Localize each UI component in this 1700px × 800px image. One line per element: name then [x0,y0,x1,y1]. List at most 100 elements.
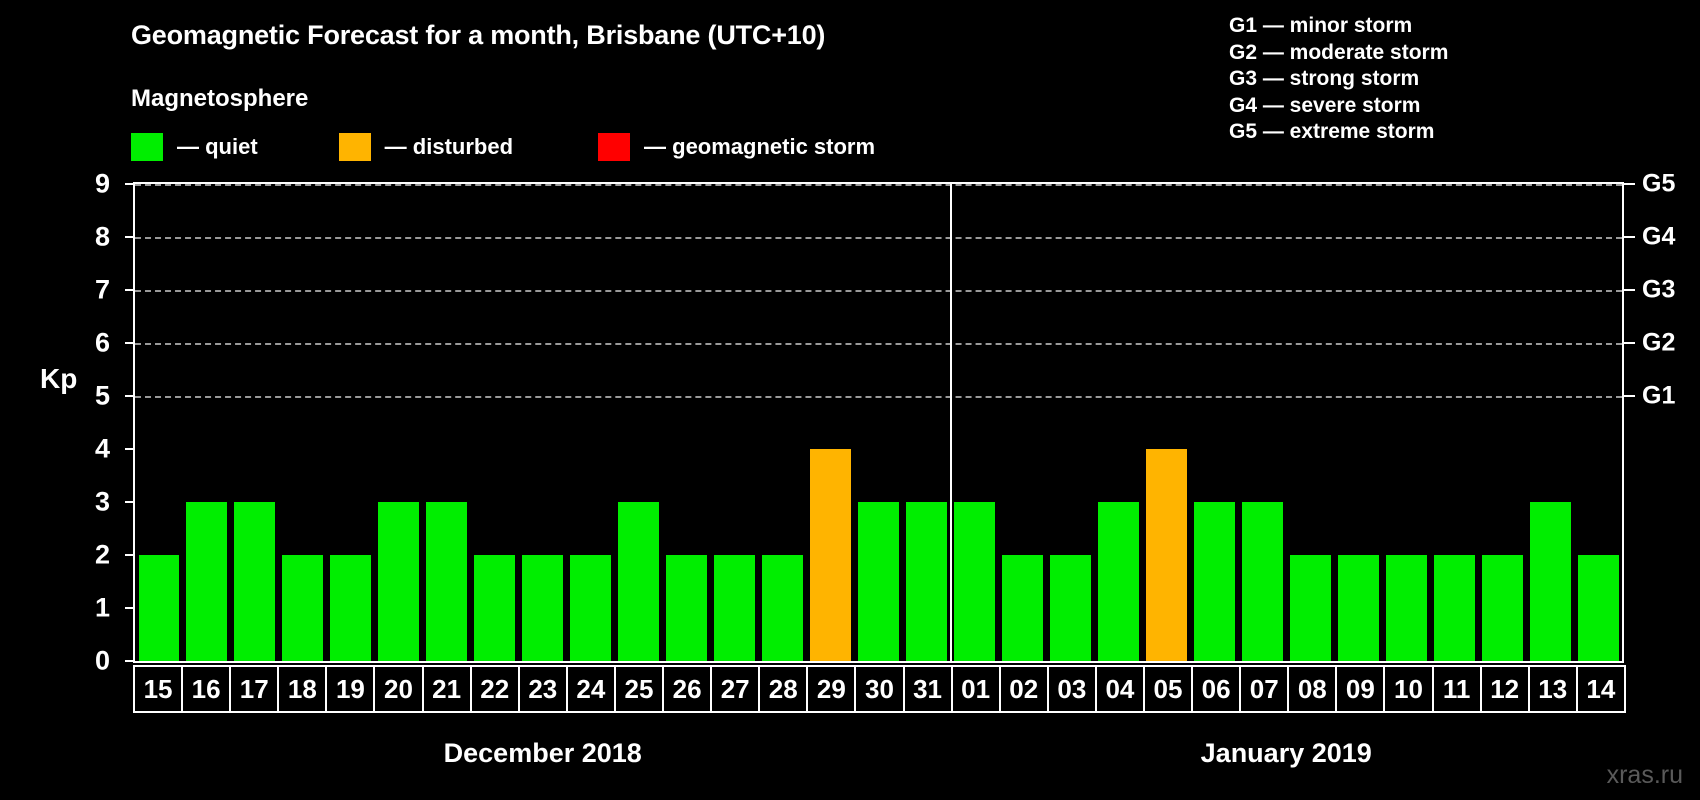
day-label-23[interactable]: 23 [517,665,568,713]
bar-slot[interactable] [519,184,567,661]
bar-day-31[interactable] [906,502,947,661]
y-tick-label-2: 2 [94,539,110,570]
bar-slot[interactable] [567,184,615,661]
day-label-10[interactable]: 10 [1383,665,1434,713]
bar-slot[interactable] [807,184,855,661]
day-label-26[interactable]: 26 [662,665,713,713]
bar-slot[interactable] [471,184,519,661]
bar-slot[interactable] [1334,184,1382,661]
day-label-28[interactable]: 28 [758,665,809,713]
day-label-05[interactable]: 05 [1142,665,1194,713]
bar-day-15[interactable] [138,555,180,661]
bar-day-16[interactable] [186,502,228,661]
day-label-14[interactable]: 14 [1575,665,1626,713]
bar-slot[interactable] [1238,184,1286,661]
bar-day-05[interactable] [1145,449,1187,661]
bar-slot[interactable] [759,184,807,661]
bar-slot[interactable] [375,184,423,661]
bar-day-21[interactable] [426,502,468,661]
bar-slot[interactable] [855,184,903,661]
bar-day-28[interactable] [762,555,804,661]
bar-day-22[interactable] [474,555,516,661]
bar-slot[interactable] [1046,184,1094,661]
bar-day-13[interactable] [1529,502,1571,661]
day-label-30[interactable]: 30 [854,665,905,713]
day-label-13[interactable]: 13 [1527,665,1578,713]
bar-slot[interactable] [1574,184,1622,661]
bar-day-14[interactable] [1577,555,1619,661]
bar-day-30[interactable] [858,502,899,661]
day-label-07[interactable]: 07 [1239,665,1290,713]
bar-day-24[interactable] [570,555,612,661]
bar-slot[interactable] [1430,184,1478,661]
day-label-31[interactable]: 31 [902,665,953,713]
bar-slot[interactable] [183,184,231,661]
day-label-11[interactable]: 11 [1431,665,1482,713]
bar-day-08[interactable] [1289,555,1331,661]
bar-slot[interactable] [950,184,998,661]
day-label-12[interactable]: 12 [1479,665,1530,713]
day-label-19[interactable]: 19 [325,665,376,713]
bar-day-19[interactable] [330,555,372,661]
bar-slot[interactable] [711,184,759,661]
bar-slot[interactable] [903,184,951,661]
day-label-24[interactable]: 24 [565,665,616,713]
bar-slot[interactable] [663,184,711,661]
bar-slot[interactable] [1142,184,1190,661]
day-label-06[interactable]: 06 [1191,665,1242,713]
day-label-21[interactable]: 21 [421,665,472,713]
bar-day-02[interactable] [1001,555,1043,661]
day-label-27[interactable]: 27 [710,665,761,713]
day-label-04[interactable]: 04 [1094,665,1145,713]
bar-slot[interactable] [1382,184,1430,661]
day-label-08[interactable]: 08 [1287,665,1338,713]
bar-day-25[interactable] [618,502,660,661]
bar-day-29[interactable] [810,449,852,661]
g-tick-mark-G1 [1624,395,1635,397]
bar-slot[interactable] [1190,184,1238,661]
day-label-29[interactable]: 29 [806,665,857,713]
bar-slot[interactable] [327,184,375,661]
bar-slot[interactable] [135,184,183,661]
bar-slot[interactable] [998,184,1046,661]
bar-day-09[interactable] [1337,555,1379,661]
day-label-22[interactable]: 22 [469,665,520,713]
bar-slot[interactable] [1526,184,1574,661]
day-label-18[interactable]: 18 [277,665,328,713]
bar-day-07[interactable] [1241,502,1283,661]
day-label-20[interactable]: 20 [373,665,424,713]
bar-day-01[interactable] [953,502,995,661]
bar-slot[interactable] [423,184,471,661]
bar-slot[interactable] [615,184,663,661]
bar-slot[interactable] [279,184,327,661]
gridline-kp-5 [135,396,1622,398]
bar-day-12[interactable] [1481,555,1523,661]
bar-slot[interactable] [1286,184,1334,661]
y-tick-label-8: 8 [94,221,110,252]
bar-day-23[interactable] [522,555,564,661]
bar-day-06[interactable] [1193,502,1235,661]
bar-day-20[interactable] [378,502,420,661]
bar-day-18[interactable] [282,555,324,661]
day-label-01[interactable]: 01 [950,665,1001,713]
y-tick-mark-9 [125,183,135,185]
bar-slot[interactable] [1478,184,1526,661]
bar-day-11[interactable] [1433,555,1475,661]
day-label-15[interactable]: 15 [133,665,184,713]
y-tick-label-3: 3 [94,486,110,517]
day-label-17[interactable]: 17 [229,665,280,713]
bar-day-26[interactable] [666,555,708,661]
g-tick-label-G4: G4 [1642,222,1676,251]
bar-day-03[interactable] [1049,555,1091,661]
day-label-25[interactable]: 25 [613,665,665,713]
bar-slot[interactable] [231,184,279,661]
bar-day-10[interactable] [1385,555,1427,661]
day-label-09[interactable]: 09 [1335,665,1386,713]
bar-day-27[interactable] [714,555,756,661]
bar-slot[interactable] [1094,184,1142,661]
day-label-03[interactable]: 03 [1046,665,1097,713]
bar-day-17[interactable] [234,502,276,661]
day-label-16[interactable]: 16 [181,665,232,713]
bar-day-04[interactable] [1097,502,1139,661]
day-label-02[interactable]: 02 [998,665,1049,713]
